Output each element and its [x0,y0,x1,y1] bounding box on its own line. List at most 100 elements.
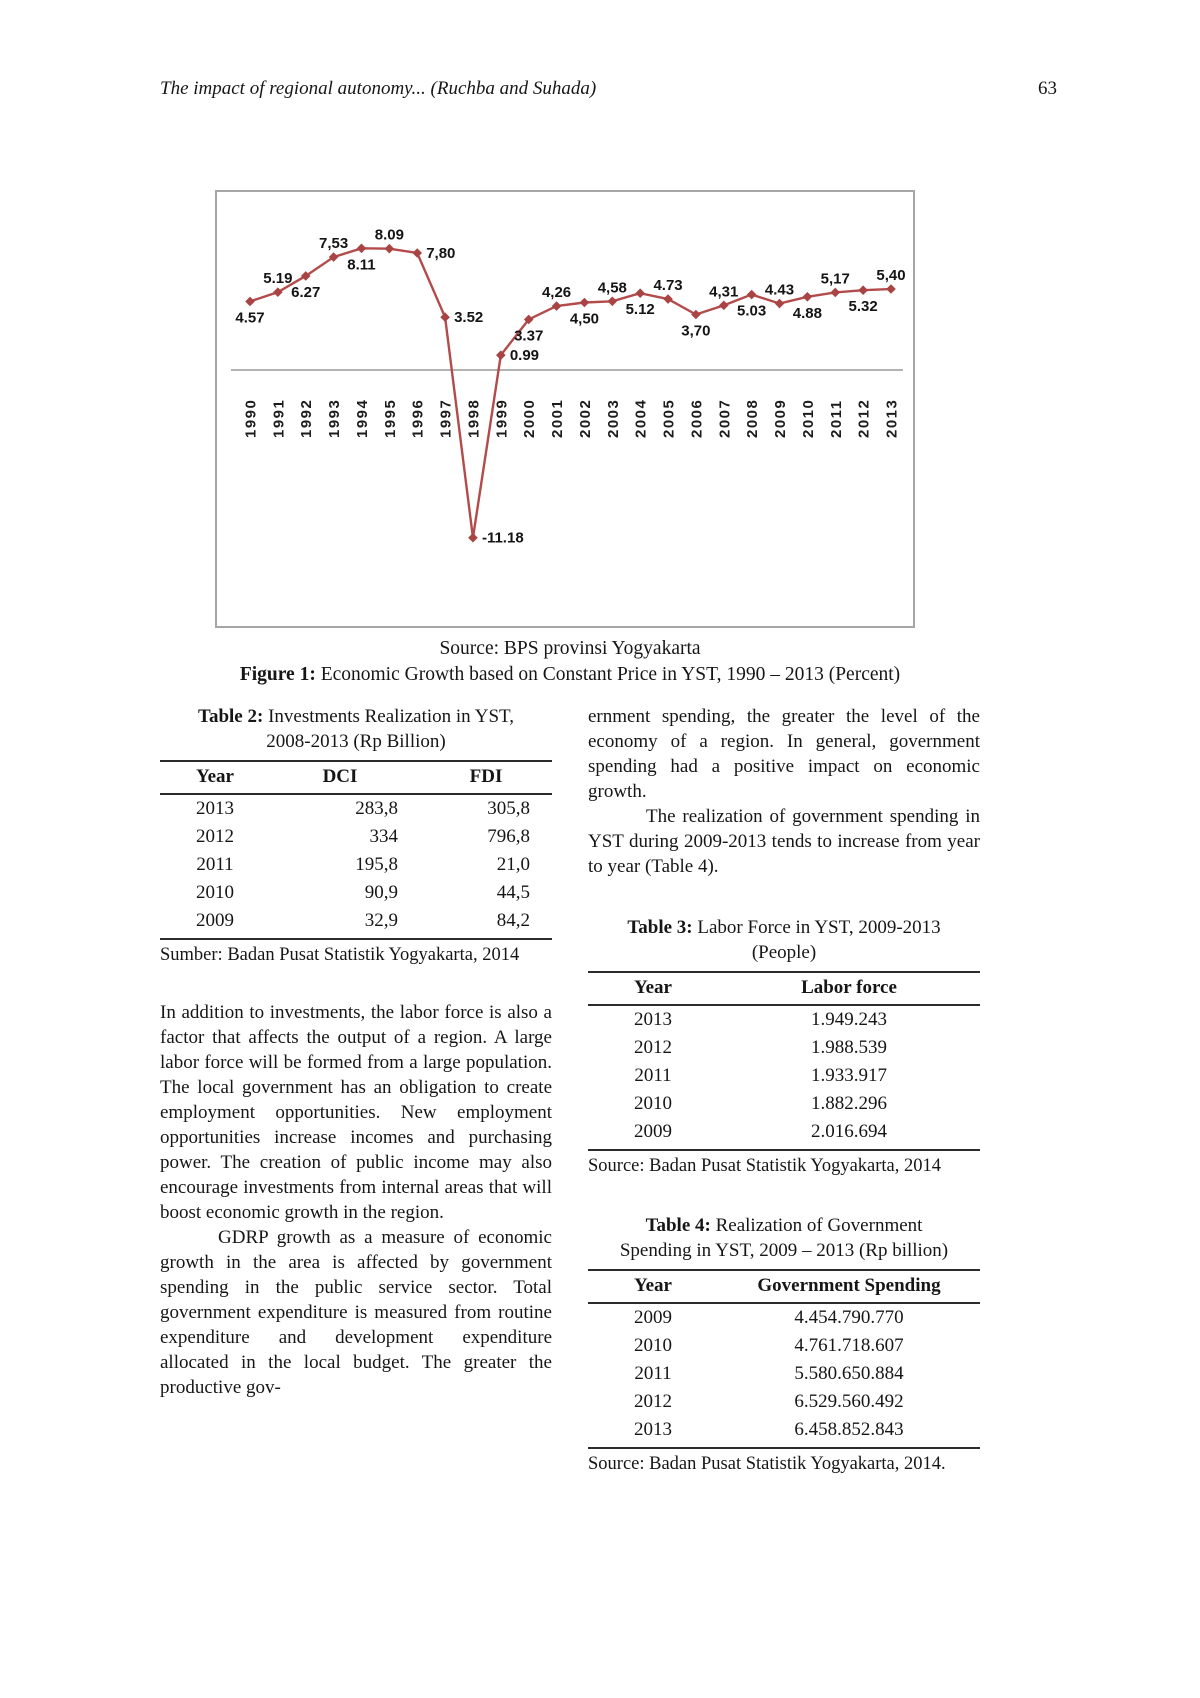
growth-line-series [249,247,892,538]
table-cell-dci: 195,8 [355,854,398,875]
x-axis-tick-label: 1993 [326,399,343,438]
running-head: The impact of regional autonomy... (Ruch… [160,78,1057,100]
table-cell-laborforce: 1.882.296 [811,1093,887,1114]
table4-header-spending: Government Spending [718,1269,980,1304]
x-axis-tick-label: 2008 [744,399,761,438]
table-cell-year: 2011 [634,1363,672,1384]
x-axis-tick-label: 2003 [605,399,622,438]
table2-caption-label: Table 2: [198,706,264,727]
data-point-label: 0.99 [510,347,539,364]
x-axis-tick-label: 1995 [382,399,399,438]
data-point-marker [384,243,395,254]
data-point-marker [858,285,868,295]
data-point-marker [830,287,841,298]
data-point-label: -11.18 [482,530,524,547]
data-point-marker [635,288,645,298]
table4-caption-line2: Spending in YST, 2009 – 2013 (Rp billion… [619,1240,949,1261]
table2-header-row: Year DCI FDI [160,760,552,795]
table3-header-laborforce: Labor force [718,971,980,1006]
data-point-label: 4.57 [235,309,264,326]
x-axis-tick-label: 1998 [465,399,482,438]
table-cell-fdi: 796,8 [487,826,530,847]
data-point-label: 5,17 [821,270,850,287]
table-cell-fdi: 305,8 [487,798,530,819]
data-point-marker [245,296,255,307]
table-cell-year: 2012 [634,1391,672,1412]
table-cell-dci: 90,9 [364,882,398,903]
x-axis-tick-label: 1996 [410,399,427,438]
table3-caption-label: Table 3: [627,917,693,938]
data-point-marker [607,296,618,307]
table-row: 2012 334 796,8 [160,823,552,851]
table-row: 2012 1.988.539 [588,1034,980,1062]
table-cell-year: 2010 [196,882,234,903]
x-axis-tick-label: 2007 [716,399,733,438]
table3-caption: Table 3: Labor Force in YST, 2009-2013 (… [588,915,980,965]
data-point-label: 7,80 [426,245,455,262]
data-point-marker [523,314,534,325]
table-cell-laborforce: 2.016.694 [718,1118,980,1151]
figure1-chart-frame: 1990 1991 1992 1993 1994 1995 1996 1997 1998 1999… [215,190,915,628]
table3-source: Source: Badan Pusat Statistik Yogyakarta… [588,1156,942,1176]
table3-caption-line2: (People) [751,942,817,963]
table3-labor-force: Year Labor force 2013 1.949.243 2012 1.9… [588,971,980,1151]
x-axis-tick-label: 1991 [270,399,287,438]
table2-header-year: Year [160,760,270,795]
table2-header-fdi: FDI [420,760,552,795]
table-row: 2013 1.949.243 [588,1005,980,1034]
table-cell-year: 2009 [588,1118,718,1151]
table-row: 2013 283,8 305,8 [160,794,552,823]
body-paragraph: The realization of government spending i… [588,806,980,877]
table2-source: Sumber: Badan Pusat Statistik Yogyakarta… [160,945,520,965]
data-point-label: 5.32 [849,298,878,315]
figure1-caption-text: Economic Growth based on Constant Price … [315,664,901,685]
data-point-marker [273,287,283,297]
table-cell-fdi: 44,5 [496,882,530,903]
data-point-marker [496,350,506,360]
table-row: 2011 5.580.650.884 [588,1360,980,1388]
table-row: 2010 1.882.296 [588,1090,980,1118]
table-cell-year: 2011 [196,854,234,875]
x-axis-tick-label: 2011 [828,399,845,438]
table2-header-dci: DCI [270,760,420,795]
table-cell-laborforce: 1.933.917 [811,1065,887,1086]
data-point-marker [663,294,673,304]
data-point-label: 4.88 [793,305,822,322]
table-cell-dci: 32,9 [270,907,420,940]
table-cell-year: 2011 [634,1065,672,1086]
table-cell-spending: 4.454.790.770 [794,1307,904,1328]
data-point-marker [551,301,562,311]
table4-caption-label: Table 4: [645,1215,711,1236]
data-point-marker [802,292,813,302]
table-cell-dci: 283,8 [355,798,398,819]
table-cell-year: 2013 [588,1416,718,1449]
left-column: Table 2: Investments Realization in YST,… [160,704,552,1400]
table-row: 2009 2.016.694 [588,1118,980,1151]
x-axis-tick-label: 2012 [856,399,873,438]
data-point-label: 4,31 [709,283,738,300]
table-cell-year: 2009 [160,907,270,940]
x-axis-tick-label: 2001 [549,399,566,438]
table-cell-laborforce: 1.988.539 [811,1037,887,1058]
data-point-label: 8.11 [347,256,375,273]
figure1-source-line: Source: BPS provinsi Yogyakarta [439,638,701,659]
data-point-label: 5,40 [876,267,905,284]
table-row: 2011 195,8 21,0 [160,851,552,879]
data-point-marker [718,300,729,311]
right-column: ernment spending, the greater the level … [588,704,980,1475]
table2-caption-text: Investments Realization in YST, [263,706,514,727]
table-cell-year: 2009 [634,1307,672,1328]
x-axis-tick-label: 1994 [354,399,371,438]
table3-header-year: Year [588,971,718,1006]
x-axis-tick-label: 1990 [243,399,260,438]
table-row: 2009 4.454.790.770 [588,1303,980,1332]
table-cell-dci: 334 [369,826,399,847]
data-point-label: 3.37 [514,327,543,344]
x-axis-tick-label: 2005 [661,399,678,438]
table4-caption: Table 4: Realization of Government Spend… [588,1213,980,1263]
x-axis-tick-label: 2013 [884,399,901,438]
data-point-marker [412,248,423,258]
table-row: 2011 1.933.917 [588,1062,980,1090]
table4-government-spending: Year Government Spending 2009 4.454.790.… [588,1269,980,1449]
